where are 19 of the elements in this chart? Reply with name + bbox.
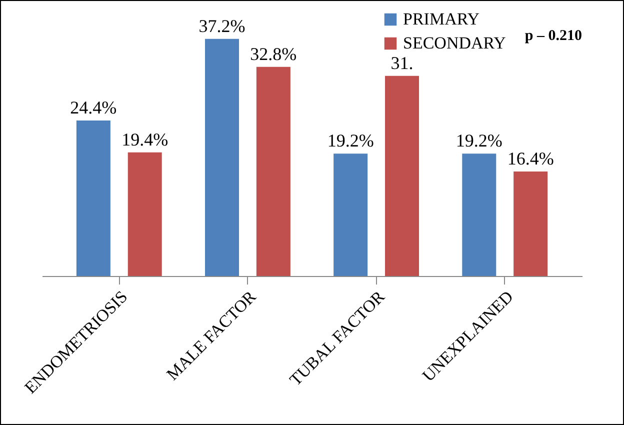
bar bbox=[385, 76, 419, 276]
legend-label: SECONDARY bbox=[403, 34, 506, 52]
data-label: 19.2% bbox=[327, 130, 374, 151]
bar bbox=[76, 120, 110, 276]
bar bbox=[256, 66, 290, 276]
data-label: 16.4% bbox=[507, 148, 554, 168]
bar bbox=[205, 38, 239, 276]
data-label: 31. bbox=[390, 52, 414, 73]
annotation: p – 0.210 bbox=[524, 28, 582, 44]
bar bbox=[514, 171, 548, 276]
bar bbox=[334, 154, 368, 276]
bar bbox=[128, 152, 162, 276]
legend-label: PRIMARY bbox=[403, 10, 480, 28]
data-label: 19.4% bbox=[122, 129, 168, 150]
data-label: 32.8% bbox=[250, 44, 297, 64]
data-label: 24.4% bbox=[70, 97, 117, 118]
data-label: 37.2% bbox=[198, 16, 246, 36]
bar bbox=[462, 154, 496, 276]
data-label: 19.2% bbox=[456, 130, 502, 151]
